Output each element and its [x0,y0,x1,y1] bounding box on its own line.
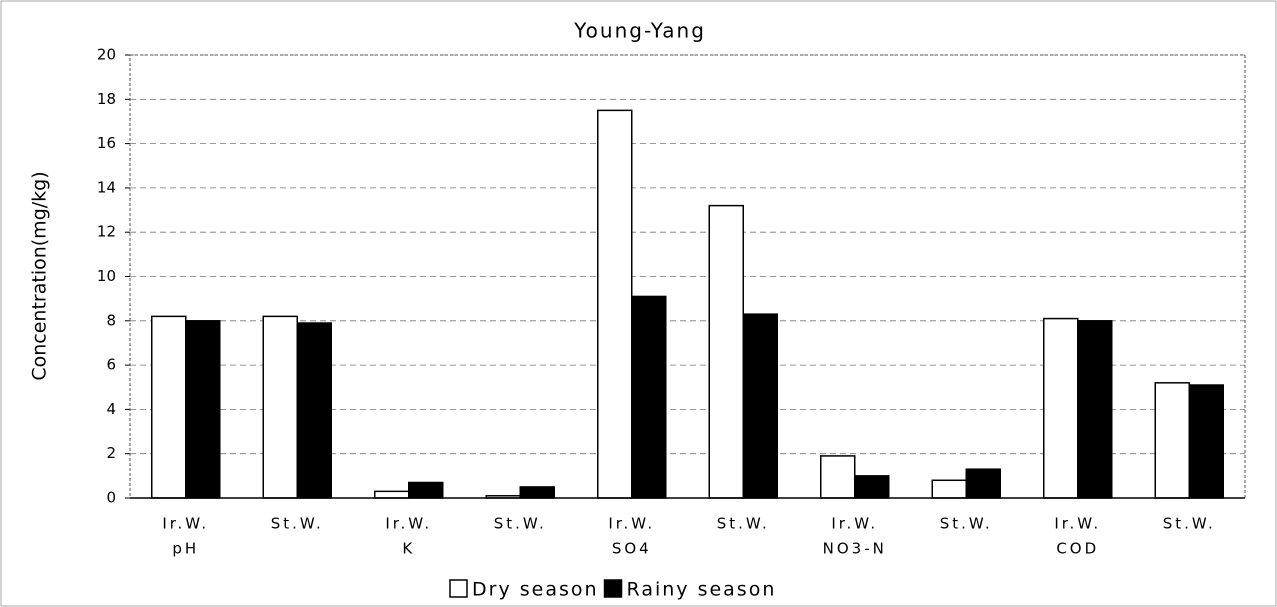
y-tick-label: 10 [97,267,116,285]
bar [296,322,332,499]
y-tick-label: 8 [106,311,116,329]
x-tick-label: St.W. [271,515,324,533]
y-tick-label: 16 [97,134,116,152]
bar [820,455,856,499]
x-tick-label: St.W. [717,515,770,533]
bar [185,320,221,499]
bar [262,315,298,499]
bar [1043,317,1079,499]
x-tick-label: Ir.W. [831,515,878,533]
legend-swatch [603,579,623,598]
x-tick-label: Ir.W. [608,515,655,533]
x-tick-label: St.W. [494,515,547,533]
y-tick-label: 2 [106,444,116,462]
x-tick-label: Ir.W. [385,515,432,533]
legend-label: Dry season [472,579,599,601]
x-tick-label: K [402,540,415,558]
y-tick-label: 20 [97,46,116,64]
bar [374,490,410,499]
x-tick-label: COD [1056,540,1099,558]
x-tick-label: pH [172,540,199,558]
legend-label: Rainy season [627,579,777,601]
bar [965,468,1001,499]
bar [1077,320,1113,499]
x-tick-label: NO3-N [823,540,887,558]
bar [597,109,633,499]
y-tick-label: 18 [97,90,116,108]
legend-swatch [449,579,468,598]
bar [931,479,967,499]
bar [151,315,187,499]
x-tick-label: Ir.W. [162,515,209,533]
bar [519,486,555,499]
bar [1188,384,1224,499]
bar [408,481,444,499]
x-tick-label: St.W. [940,515,993,533]
x-tick-label: SO4 [612,540,652,558]
bar [854,475,890,499]
bar [742,313,778,499]
x-tick-label: St.W. [1163,515,1216,533]
x-tick-label: Ir.W. [1054,515,1101,533]
y-tick-label: 14 [97,178,116,196]
y-axis-label: Concentration(mg/kg) [29,171,51,380]
bar [708,204,744,499]
y-tick-label: 6 [106,356,116,374]
bar [631,295,667,499]
chart-title: Young-Yang [573,19,706,43]
y-tick-label: 4 [106,400,116,418]
y-tick-label: 0 [106,489,116,507]
bar [1154,382,1190,499]
y-tick-label: 12 [97,223,116,241]
